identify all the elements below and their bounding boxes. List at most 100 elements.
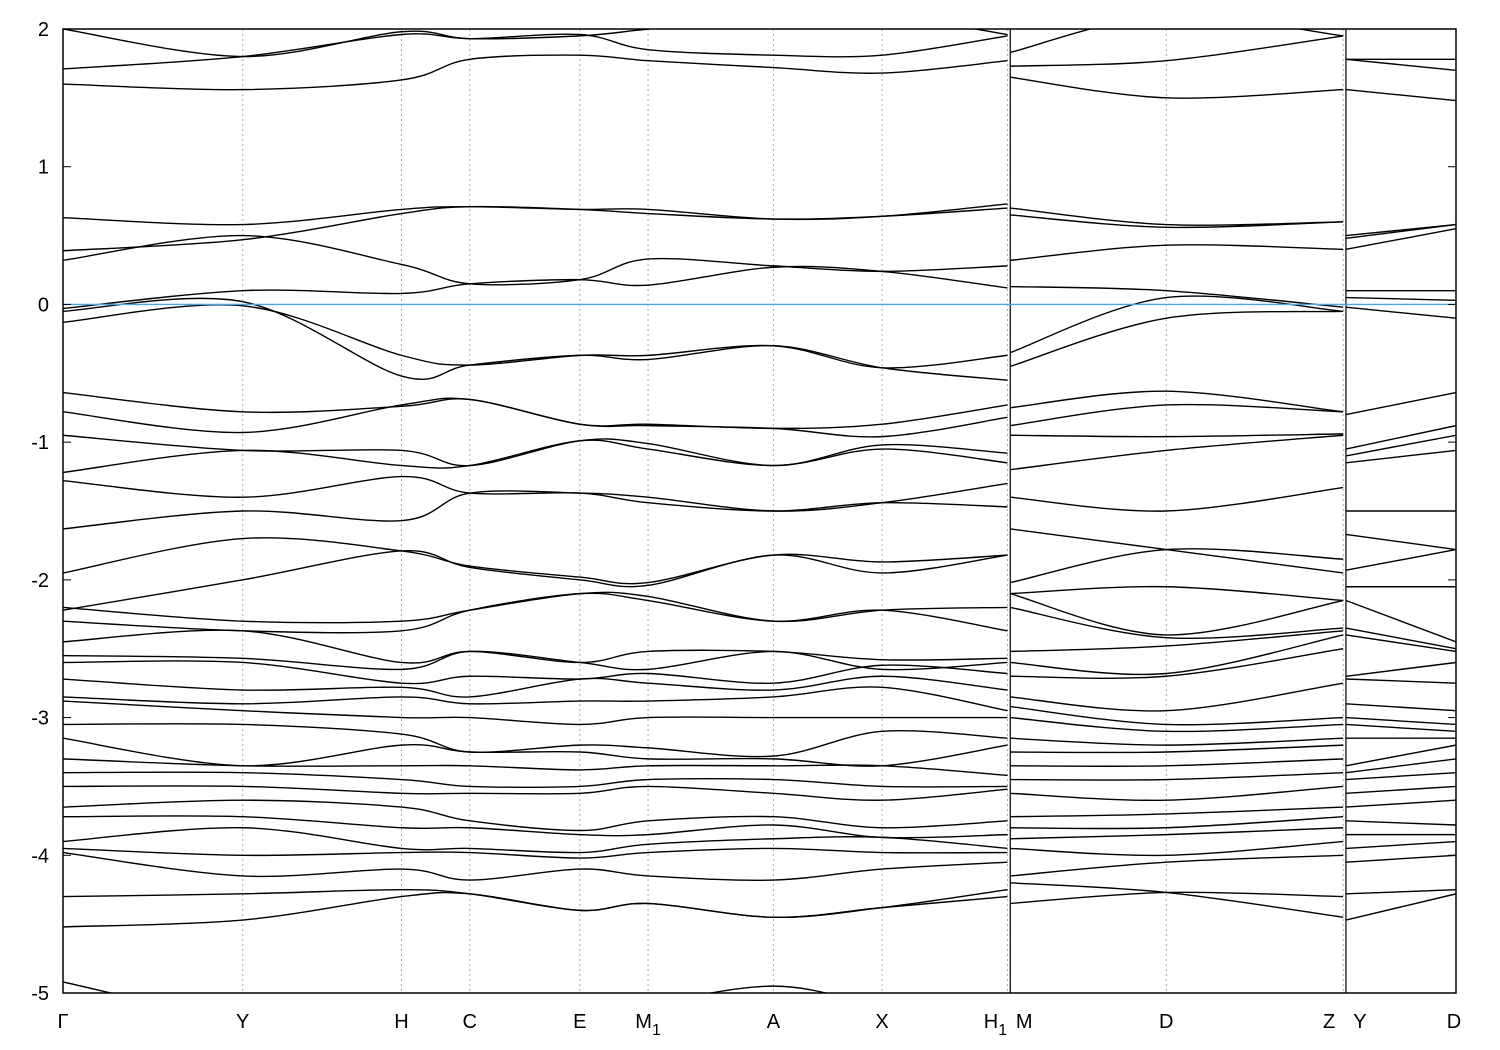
kpoint-label: D [1159, 1011, 1173, 1033]
band-line-11 [1345, 434, 1456, 457]
band-line-0 [63, 29, 1008, 58]
band-line-16 [63, 550, 1008, 611]
band-line-26 [1345, 744, 1456, 767]
y-tick-label: -1 [31, 432, 49, 454]
band-line-16 [1010, 585, 1344, 602]
band-line-18 [1010, 606, 1344, 640]
band-line-3 [1010, 207, 1344, 226]
band-line-4 [63, 205, 1008, 252]
kpoint-subscript: 1 [998, 1022, 1007, 1039]
y-tick-label: -2 [31, 570, 49, 592]
band-line-29 [63, 785, 1008, 801]
band-line-21 [1010, 648, 1344, 679]
band-line-8 [1345, 306, 1456, 319]
band-line-25 [1010, 737, 1344, 746]
band-line-27 [1010, 758, 1344, 767]
kpoint-label: H [394, 1011, 408, 1033]
band-line-2 [1345, 88, 1456, 102]
band-line-34 [1010, 854, 1344, 877]
kpoint-label: D [1447, 1011, 1461, 1033]
y-tick-label: -3 [31, 708, 49, 730]
band-line-3 [63, 203, 1008, 226]
x-tick-label: Γ [57, 1011, 68, 1033]
band-line-27 [63, 758, 1008, 777]
band-line-5 [1010, 244, 1344, 262]
band-line-25 [63, 723, 1008, 758]
x-tick-label: X [875, 1011, 888, 1033]
band-line-31 [1010, 816, 1344, 830]
band-line-13 [1010, 486, 1344, 512]
band-line-5 [1345, 227, 1456, 251]
x-tick-label: Z [1323, 1011, 1335, 1033]
band-line-30 [63, 799, 1008, 832]
band-line-21 [63, 660, 1008, 685]
kpoint-label: X [875, 1011, 888, 1033]
x-tick-label: A [767, 1011, 781, 1033]
band-line-24 [1345, 723, 1456, 733]
band-line-10 [63, 397, 1008, 438]
kpoint-label: E [573, 1011, 586, 1033]
band-line-34 [1345, 854, 1456, 863]
band-line-37 [63, 981, 829, 993]
band-line-12 [63, 439, 1008, 474]
kpoint-label: C [463, 1011, 477, 1033]
band-line-15 [1345, 548, 1456, 571]
y-tick-label: -5 [31, 983, 49, 1005]
band-line-17 [1010, 592, 1344, 636]
band-line-23 [63, 686, 1008, 712]
band-line-12 [1010, 434, 1344, 471]
kpoint-label: Y [1353, 1011, 1366, 1033]
band-line-33 [1010, 840, 1344, 857]
band-line-1 [1010, 35, 1344, 67]
y-tick-label: 2 [38, 19, 49, 41]
band-line-28 [1010, 771, 1344, 781]
band-line-31 [1345, 820, 1456, 826]
band-line-23 [1010, 705, 1344, 726]
band-line-14 [1010, 528, 1344, 574]
band-line-20 [63, 650, 1008, 671]
band-line-6 [1010, 285, 1344, 308]
kpoint-label: M [635, 1011, 652, 1033]
band-line-2 [1010, 76, 1344, 99]
band-line-36 [1010, 882, 1344, 918]
plot-frame [62, 28, 1457, 994]
band-line-30 [1010, 806, 1344, 818]
x-tick-label: C [463, 1011, 477, 1033]
y-axis: 2 1 0 -1 -2 -3 -4 -5 [31, 19, 1456, 1005]
kpoint-label: A [767, 1011, 781, 1033]
band-line-26 [1010, 744, 1344, 754]
band-line-9 [63, 391, 1008, 430]
band-line-17 [1345, 599, 1456, 643]
kpoint-subscript: 1 [652, 1022, 661, 1039]
band-line-4 [1010, 214, 1344, 229]
band-line-22 [1345, 703, 1456, 712]
band-line-8 [63, 297, 1008, 381]
band-line-11 [1010, 433, 1344, 438]
band-line-36 [1345, 893, 1456, 921]
kpoint-label: H [984, 1011, 998, 1033]
band-line-24 [63, 700, 1008, 726]
band-line-9 [1010, 390, 1344, 413]
band-line-35 [1345, 889, 1456, 895]
band-line-9 [1345, 391, 1456, 416]
x-tick-label: Y [236, 1011, 249, 1033]
x-tick-label: H1 [984, 1011, 1007, 1039]
x-tick-label: D [1447, 1011, 1461, 1033]
y-tick-label: 0 [38, 294, 49, 316]
band-line-7 [1345, 296, 1456, 301]
y-tick-label: -4 [31, 845, 49, 867]
band-line-22 [1010, 682, 1344, 712]
band-line-0 [1010, 29, 1344, 54]
band-line-8 [1010, 310, 1344, 368]
band-line-27 [1345, 758, 1456, 774]
grid-lines [242, 29, 1347, 993]
band-line-33 [1345, 840, 1456, 850]
y-tick-label: 1 [38, 157, 49, 179]
band-line-14 [63, 482, 1008, 530]
band-line-34 [63, 851, 1008, 881]
band-line-17 [63, 591, 1008, 624]
kpoint-label: Y [236, 1011, 249, 1033]
band-line-20 [1345, 661, 1456, 677]
band-line-1 [1345, 58, 1456, 72]
band-line-30 [1345, 799, 1456, 808]
